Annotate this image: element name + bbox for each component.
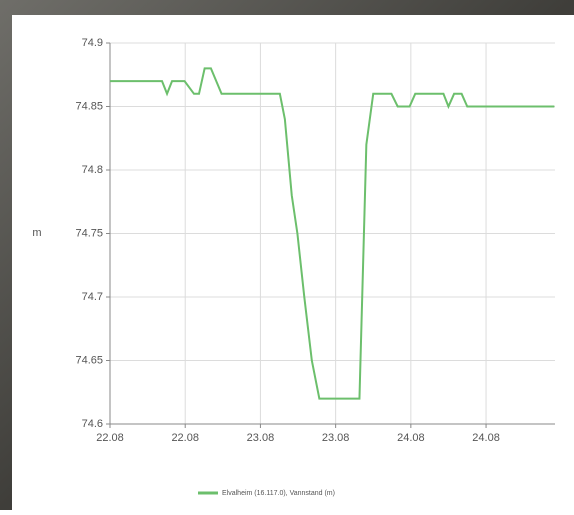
x-tick-label: 24.08 [472, 432, 500, 444]
y-tick-label: 74.9 [82, 37, 103, 49]
x-tick-label: 23.08 [247, 432, 275, 444]
y-tick-label: 74.6 [82, 418, 103, 430]
legend-label: Elvalheim (16.117.0), Vannstand (m) [222, 490, 335, 497]
chart: m 74.6 74.65 74.7 74.75 74.8 74.85 74.9 22.08 22… [0, 0, 574, 510]
x-tick-label: 22.08 [171, 432, 199, 444]
y-tick-label: 74.85 [75, 100, 103, 112]
y-axis-label: m [32, 227, 41, 239]
x-tick-label: 23.08 [322, 432, 350, 444]
y-tick-label: 74.75 [75, 227, 103, 239]
page: {"chart_data": {"type": "line", "y_label… [0, 0, 574, 510]
y-tick-label: 74.8 [82, 164, 103, 176]
y-tick-label: 74.65 [75, 354, 103, 366]
y-tick-label: 74.7 [82, 291, 103, 303]
x-tick-label: 22.08 [96, 432, 124, 444]
x-tick-label: 24.08 [397, 432, 425, 444]
